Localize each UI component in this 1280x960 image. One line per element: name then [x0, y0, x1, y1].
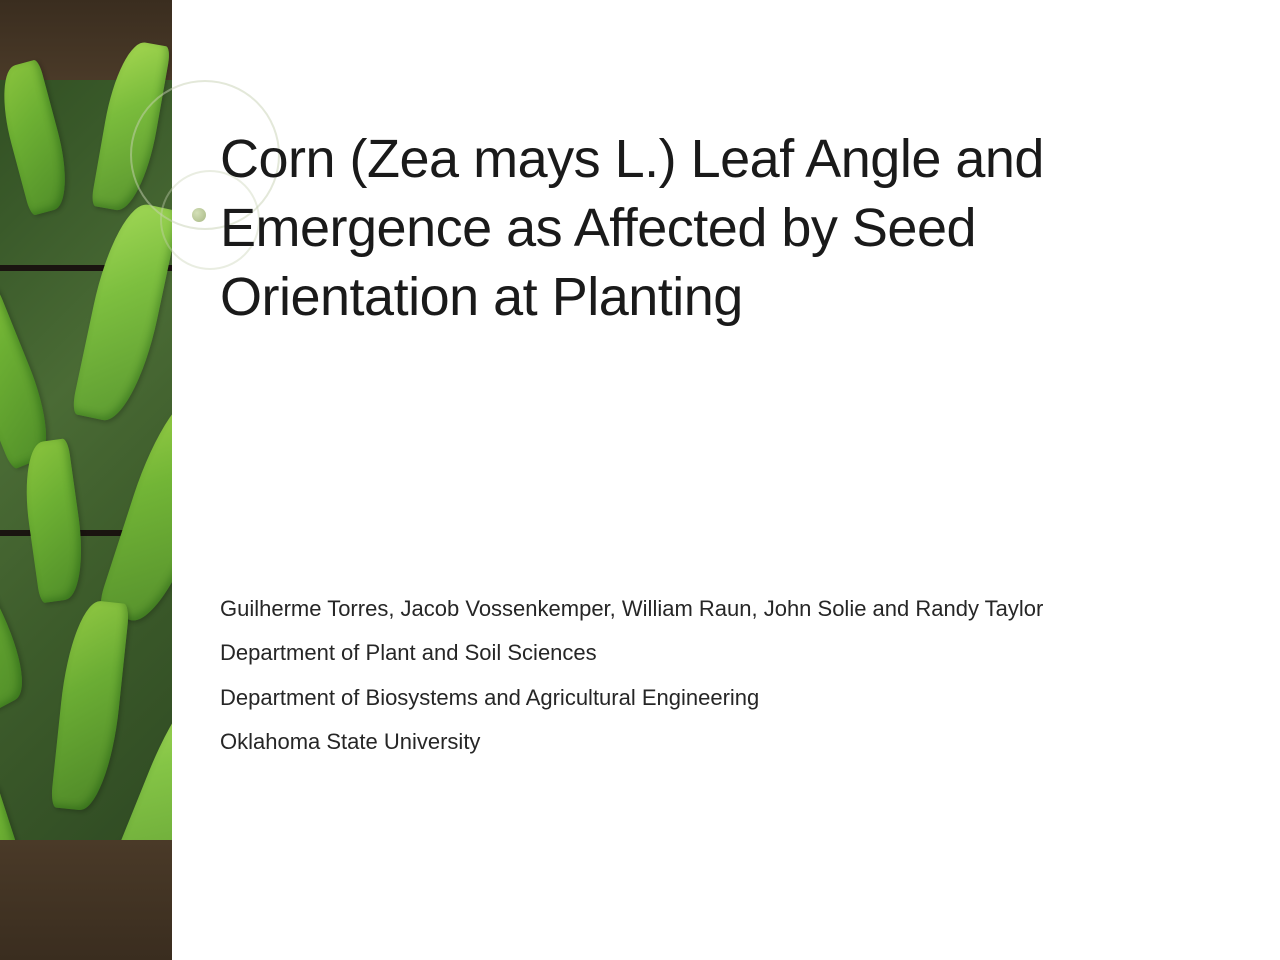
- slide-title: Corn (Zea mays L.) Leaf Angle and Emerge…: [220, 125, 1220, 332]
- sidebar-plant-photo: [0, 0, 172, 960]
- leaf-decoration: [0, 59, 77, 216]
- authors-line: Guilherme Torres, Jacob Vossenkemper, Wi…: [220, 592, 1220, 626]
- leaf-decoration: [71, 198, 172, 427]
- soil-bottom: [0, 840, 172, 960]
- leaf-decoration: [18, 438, 90, 603]
- department-1: Department of Plant and Soil Sciences: [220, 636, 1220, 670]
- author-block: Guilherme Torres, Jacob Vossenkemper, Wi…: [220, 592, 1220, 758]
- department-2: Department of Biosystems and Agricultura…: [220, 681, 1220, 715]
- institution: Oklahoma State University: [220, 725, 1220, 759]
- presentation-slide: Corn (Zea mays L.) Leaf Angle and Emerge…: [0, 0, 1280, 960]
- leaf-decoration: [50, 598, 130, 813]
- slide-content: Corn (Zea mays L.) Leaf Angle and Emerge…: [172, 0, 1280, 960]
- plant-background: [0, 0, 172, 960]
